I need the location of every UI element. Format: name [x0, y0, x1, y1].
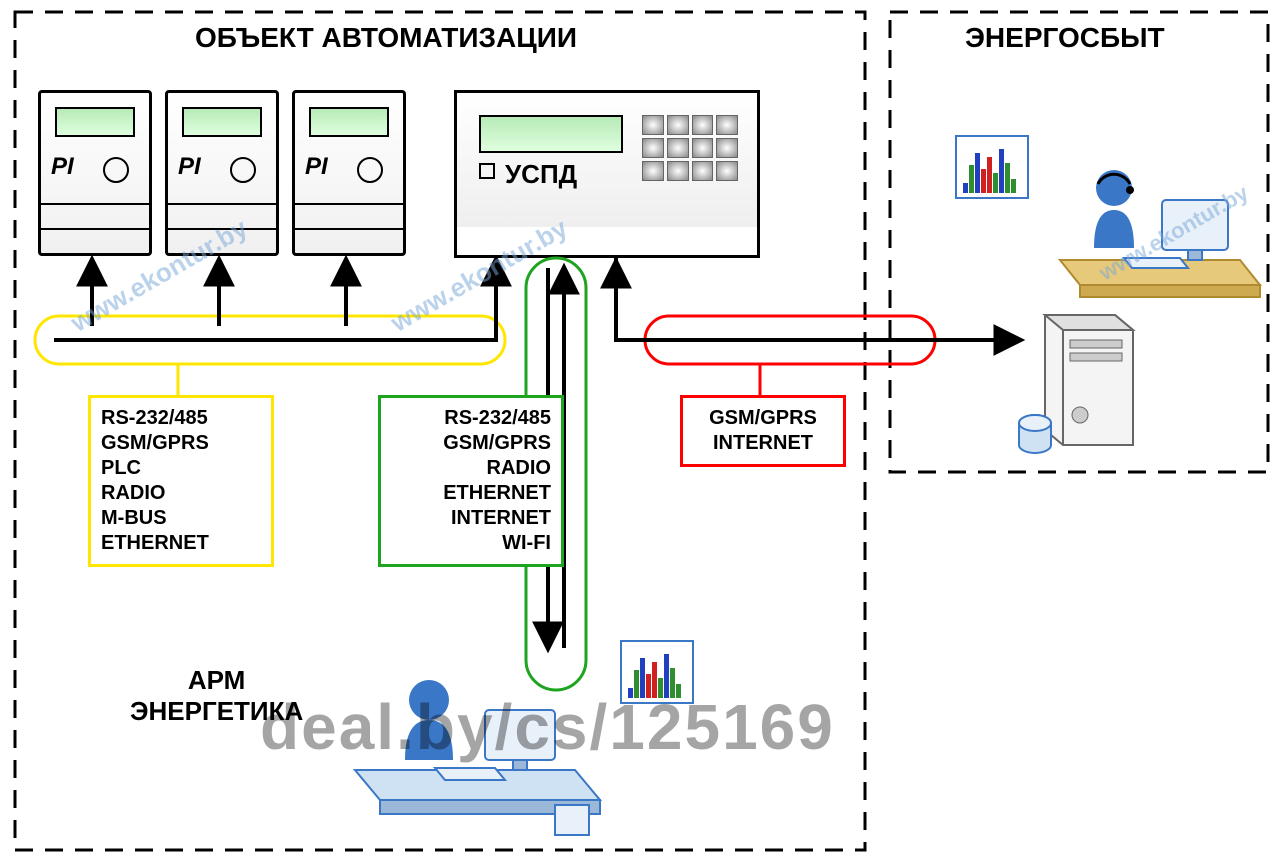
- server-icon: [1015, 295, 1155, 470]
- arm-title: АРМ ЭНЕРГЕТИКА: [130, 665, 303, 727]
- arm-workstation-icon: [345, 640, 605, 840]
- chart-icon-left: [620, 640, 694, 704]
- energosbyt-operator-icon: [1050, 140, 1265, 320]
- protocols-green: RS-232/485 GSM/GPRS RADIO ETHERNET INTER…: [378, 395, 564, 567]
- chart-icon-right: [955, 135, 1029, 199]
- protocols-red: GSM/GPRS INTERNET: [680, 395, 846, 467]
- protocols-yellow: RS-232/485 GSM/GPRS PLC RADIO M-BUS ETHE…: [88, 395, 274, 567]
- diagram-canvas: ОБЪЕКТ АВТОМАТИЗАЦИИ ЭНЕРГОСБЫТ PI PI PI…: [0, 0, 1280, 862]
